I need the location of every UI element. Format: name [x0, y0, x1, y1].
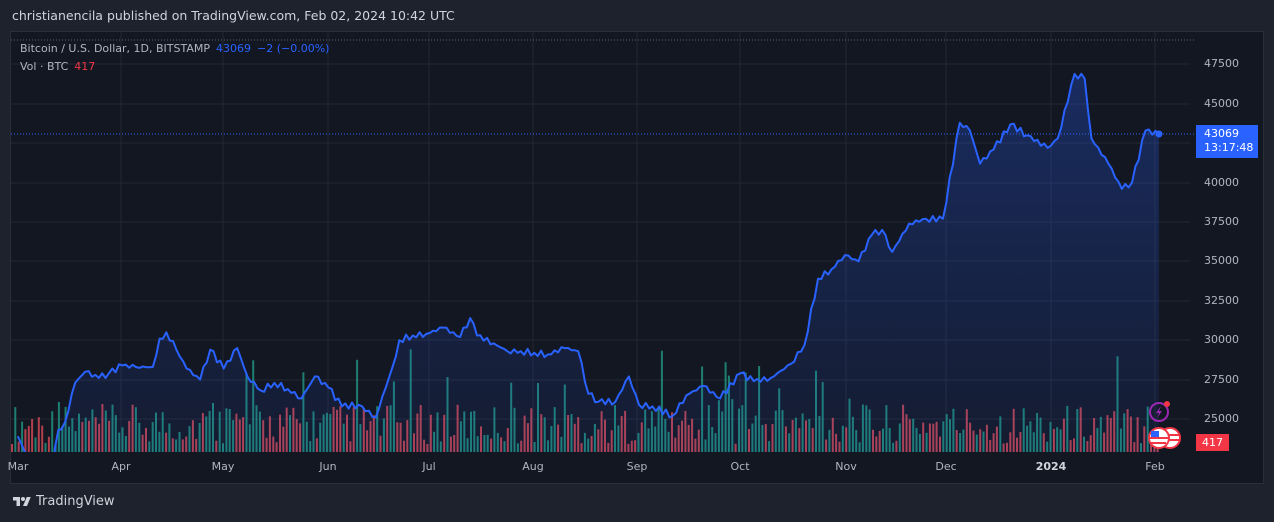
- y-tick: 35000: [1204, 254, 1239, 267]
- y-tick: 27500: [1204, 373, 1239, 386]
- footer-brand-name: TradingView: [36, 494, 115, 509]
- x-tick: Jul: [422, 460, 436, 473]
- last-price-tag: 43069 13:17:48: [1196, 125, 1258, 158]
- x-tick: Mar: [7, 460, 29, 473]
- chart-legend: Bitcoin / U.S. Dollar, 1D, BITSTAMP 43069…: [20, 40, 329, 76]
- lightning-event-icon[interactable]: [1148, 399, 1174, 423]
- y-tick: 37500: [1204, 215, 1239, 228]
- bar-countdown: 13:17:48: [1204, 141, 1254, 154]
- y-tick: 25000: [1204, 412, 1239, 425]
- legend-symbol[interactable]: Bitcoin / U.S. Dollar, 1D, BITSTAMP: [20, 42, 210, 55]
- legend-volume-label[interactable]: Vol · BTC: [20, 60, 69, 73]
- legend-price: 43069: [215, 42, 251, 55]
- published-header: christianencila published on TradingView…: [12, 8, 455, 23]
- x-tick: Aug: [522, 460, 544, 473]
- x-tick: Apr: [111, 460, 131, 473]
- x-tick: Dec: [935, 460, 957, 473]
- price-area: [17, 73, 1159, 452]
- y-tick: 45000: [1204, 97, 1239, 110]
- x-tick: Feb: [1145, 460, 1165, 473]
- legend-volume-row: Vol · BTC 417: [20, 58, 329, 76]
- y-tick: 47500: [1204, 57, 1239, 70]
- footer-brand[interactable]: TradingView: [12, 494, 115, 509]
- y-tick: 30000: [1204, 333, 1239, 346]
- volume-tag: 417: [1196, 434, 1229, 451]
- us-flag-event-icon[interactable]: [1146, 425, 1184, 451]
- x-tick: May: [211, 460, 235, 473]
- x-tick: Sep: [626, 460, 648, 473]
- last-price-value: 43069: [1204, 127, 1239, 140]
- x-tick: Oct: [730, 460, 750, 473]
- price-line: [16, 72, 1160, 452]
- x-tick: Nov: [835, 460, 857, 473]
- legend-change: −2 (−0.00%): [256, 42, 330, 55]
- x-tick: 2024: [1035, 460, 1067, 473]
- y-tick: 32500: [1204, 294, 1239, 307]
- last-price-dot: [1155, 130, 1163, 138]
- legend-symbol-row: Bitcoin / U.S. Dollar, 1D, BITSTAMP 43069…: [20, 40, 329, 58]
- x-tick: Jun: [319, 460, 337, 473]
- tradingview-logo-icon: [13, 496, 31, 506]
- legend-volume-value: 417: [74, 60, 96, 73]
- y-tick: 40000: [1204, 176, 1239, 189]
